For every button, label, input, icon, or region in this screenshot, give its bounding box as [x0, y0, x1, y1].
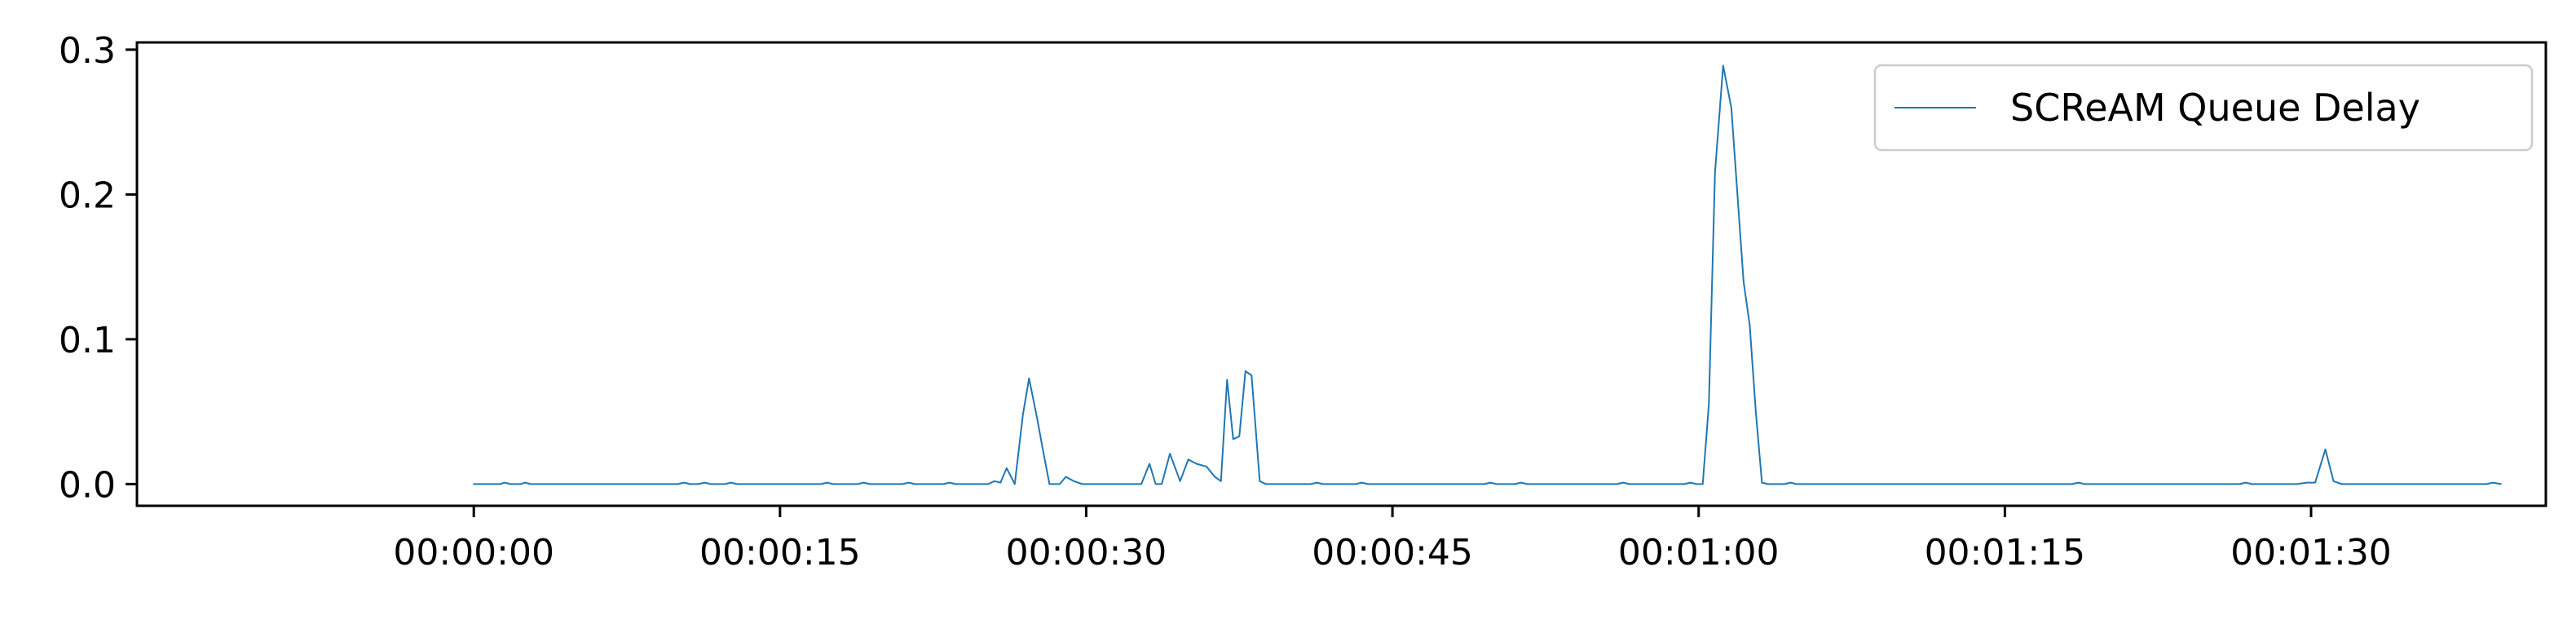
x-tick-label: 00:01:00 [1618, 532, 1780, 574]
x-tick-label: 00:00:30 [1006, 532, 1167, 574]
x-tick-label: 00:00:45 [1312, 532, 1473, 574]
series-line-scream-queue-delay [473, 64, 2502, 485]
y-tick-label: 0.3 [59, 30, 116, 72]
x-tick-label: 00:00:15 [699, 532, 861, 574]
x-tick-label: 00:01:15 [1925, 532, 2086, 574]
axis-ticks: 00:00:00 00:00:15 00:00:30 00:00:45 00:01:00… [59, 30, 2392, 574]
x-tick-label: 00:00:00 [393, 532, 554, 574]
legend: SCReAM Queue Delay [1873, 64, 2534, 152]
series-layer [473, 64, 2502, 485]
y-tick-label: 0.2 [59, 175, 116, 216]
legend-label: SCReAM Queue Delay [2010, 86, 2420, 130]
y-tick-label: 0.1 [59, 320, 116, 361]
plot-frame [135, 41, 2547, 507]
x-tick-label: 00:01:30 [2230, 532, 2392, 574]
y-tick-label: 0.0 [59, 464, 116, 506]
legend-box [1873, 64, 2534, 152]
